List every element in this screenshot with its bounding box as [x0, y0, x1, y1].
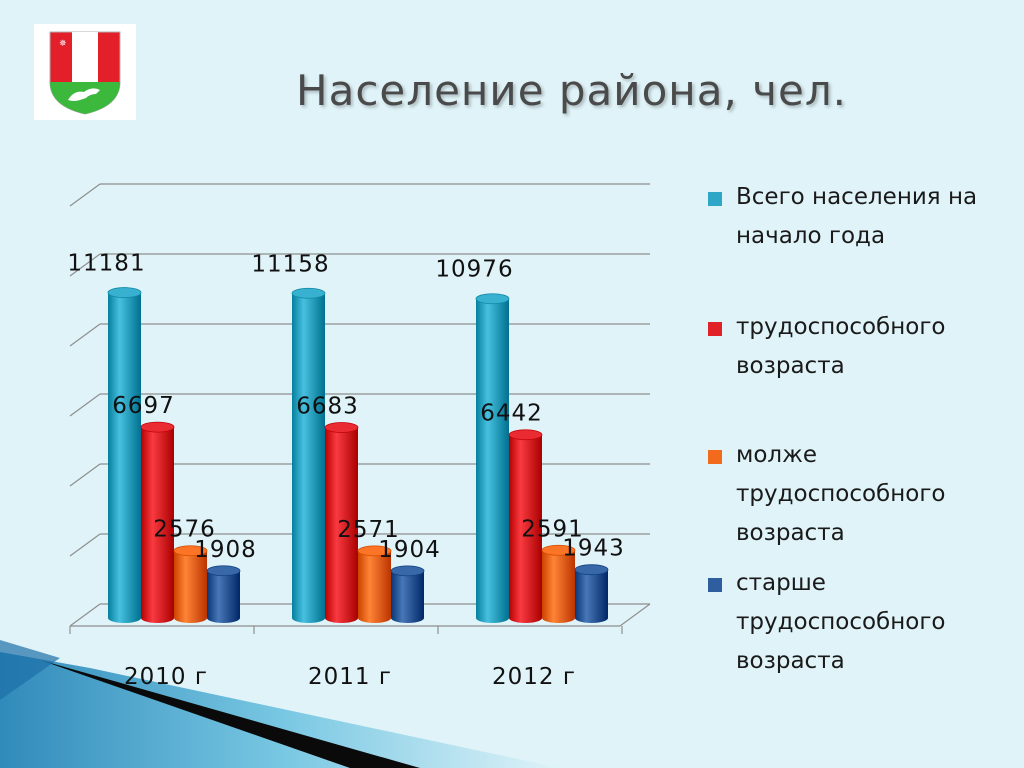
gridline-side — [69, 533, 101, 557]
bar — [475, 293, 510, 623]
legend-swatch-older — [708, 578, 722, 592]
legend-label-working-age: трудоспособного возраста — [736, 314, 946, 379]
x-tick-label: 2010 г — [124, 664, 208, 690]
bar-body — [358, 550, 391, 623]
legend-swatch-younger — [708, 450, 722, 464]
bar-body — [509, 434, 542, 623]
corner-decoration — [0, 640, 560, 768]
data-label: 1943 — [562, 536, 625, 562]
gridline-side — [69, 393, 101, 417]
bar — [206, 565, 241, 623]
bar — [357, 545, 392, 623]
data-label: 2571 — [337, 517, 400, 543]
bar-cap — [574, 564, 609, 576]
svg-text:✵: ✵ — [59, 39, 67, 49]
bar-body — [575, 569, 608, 623]
gridline-side — [69, 463, 101, 487]
bar-cap — [508, 429, 543, 441]
bar-cap — [140, 421, 175, 433]
legend-label-older: старше трудоспособного возраста — [736, 570, 946, 674]
bar-body — [292, 293, 325, 623]
bar — [291, 287, 326, 623]
data-label: 11181 — [67, 251, 145, 277]
bar-body — [391, 570, 424, 623]
legend-label-younger: молже трудоспособного возраста — [736, 442, 946, 546]
chart-bars — [107, 287, 609, 623]
x-tick-label: 2011 г — [308, 664, 392, 690]
bar-body — [542, 550, 575, 623]
bar — [508, 429, 543, 623]
chart-grid — [69, 183, 651, 634]
bar-cap — [475, 293, 510, 305]
bar-body — [141, 427, 174, 623]
bar — [390, 565, 425, 623]
bar-body — [207, 570, 240, 623]
bar-cap — [541, 544, 576, 556]
bar-body — [174, 550, 207, 623]
bar — [541, 544, 576, 623]
bar-cap — [107, 287, 142, 298]
data-label: 6442 — [480, 401, 543, 427]
bar-cap — [390, 565, 425, 577]
data-label: 10976 — [435, 257, 513, 283]
data-label: 6697 — [112, 393, 175, 419]
bar — [574, 564, 609, 623]
x-tick-label: 2012 г — [492, 664, 576, 690]
data-label: 2591 — [521, 516, 584, 542]
legend-label-total: Всего населения на начало года — [736, 184, 978, 249]
bar — [324, 422, 359, 623]
bar-cap — [324, 422, 359, 433]
legend-item-younger: молже трудоспособного возраста — [708, 436, 998, 553]
gridline-side — [69, 253, 101, 277]
data-label: 1904 — [378, 537, 441, 563]
gridline-side — [69, 183, 101, 207]
bar — [140, 421, 175, 623]
bar-cap — [291, 287, 326, 299]
bar-body — [108, 292, 141, 623]
bar — [173, 545, 208, 623]
legend-swatch-working-age — [708, 322, 722, 336]
legend-item-working-age: трудоспособного возраста — [708, 308, 998, 386]
coat-of-arms-icon: ✵ — [49, 31, 121, 115]
bar-cap — [173, 545, 208, 557]
bar-body — [325, 427, 358, 623]
data-label: 6683 — [296, 394, 359, 420]
bar-cap — [206, 565, 241, 577]
data-label: 11158 — [251, 251, 329, 277]
bar-cap — [357, 545, 392, 557]
floor-edge-right — [619, 603, 651, 627]
gridline-side — [69, 323, 101, 347]
data-label: 2576 — [153, 517, 216, 543]
legend-item-older: старше трудоспособного возраста — [708, 564, 998, 681]
legend-item-total: Всего населения на начало года — [708, 178, 998, 256]
data-label: 1908 — [194, 537, 257, 563]
bar — [107, 287, 142, 623]
legend-swatch-total — [708, 192, 722, 206]
emblem: ✵ — [34, 24, 136, 120]
bar-body — [476, 298, 509, 623]
gridline-side — [69, 603, 101, 627]
page-title: Население района, чел. — [296, 66, 848, 115]
